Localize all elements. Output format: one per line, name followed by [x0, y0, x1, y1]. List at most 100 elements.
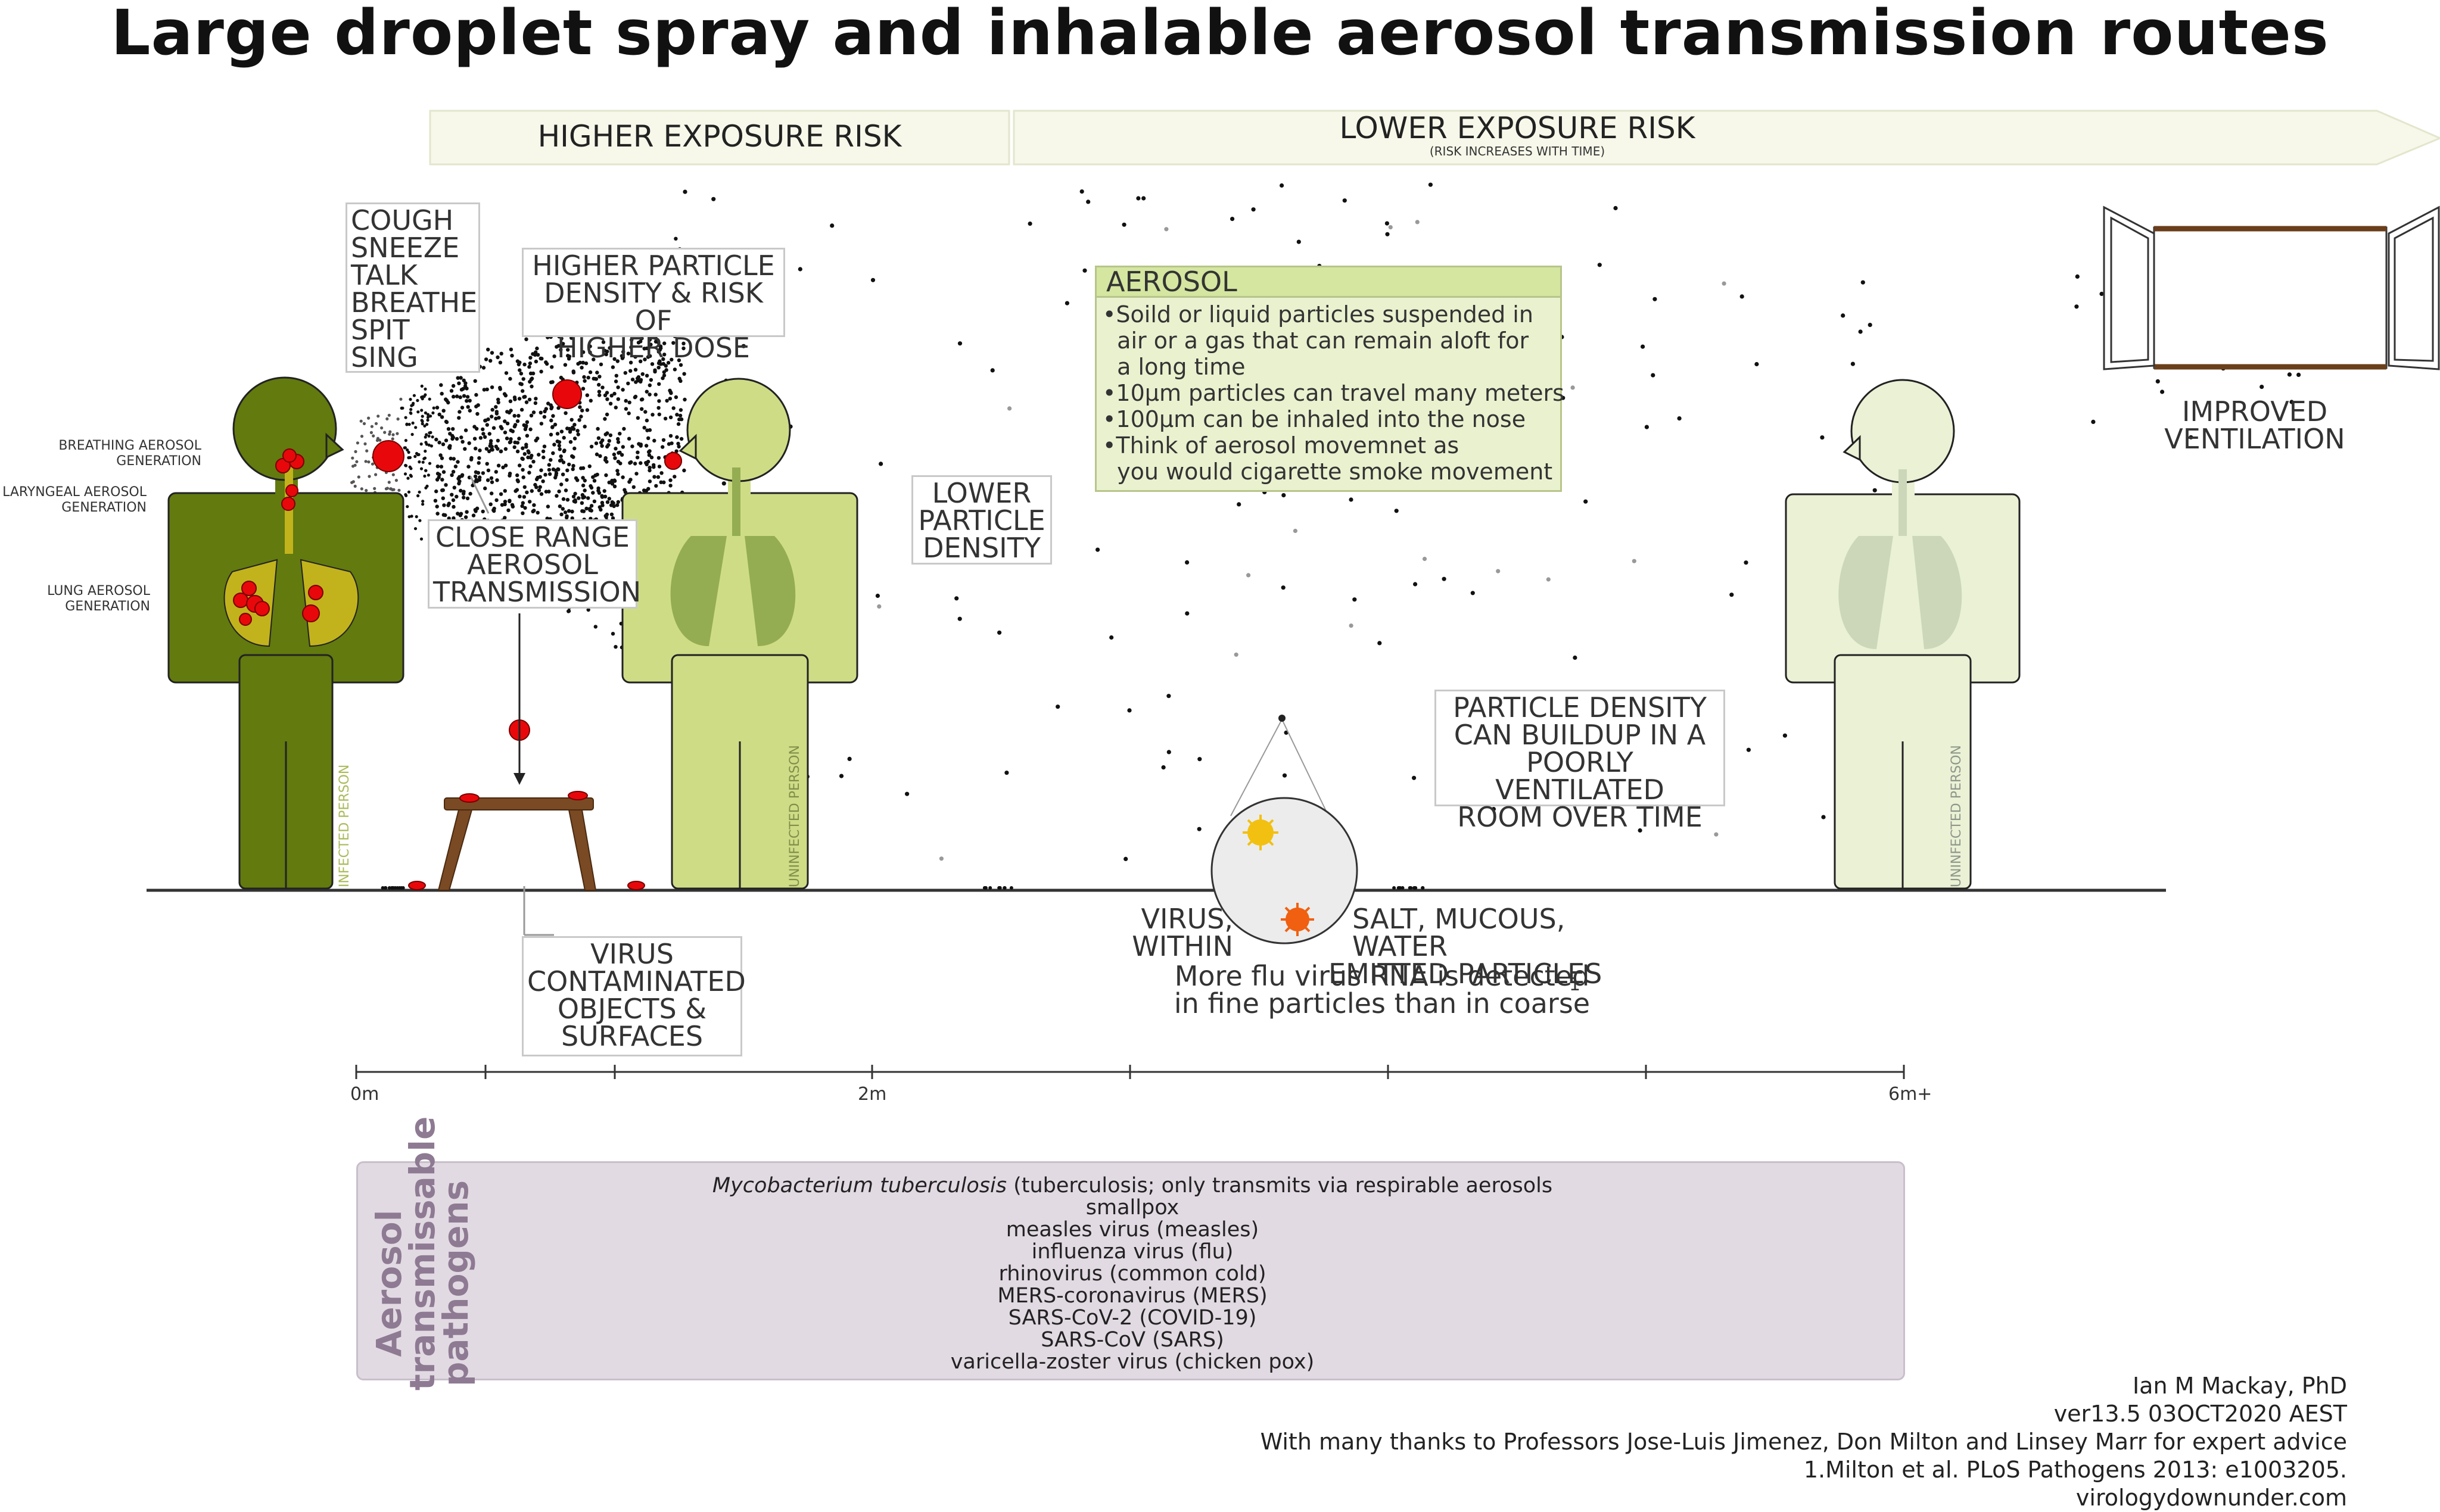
aerosol-particle: [561, 460, 566, 464]
aerosol-line: you would cigarette smoke movement: [1103, 459, 1553, 485]
aerosol-particle: [536, 510, 540, 515]
aerosol-particle: [1412, 886, 1416, 890]
aerosol-particle: [597, 375, 602, 379]
aerosol-particle: [2296, 372, 2301, 378]
distance-axis: [355, 1065, 1905, 1079]
aerosol-particle: [612, 478, 617, 482]
expelled-droplet: [552, 379, 582, 409]
aerosol-particle: [1597, 263, 1602, 267]
aerosol-particle: [518, 368, 522, 372]
aerosol-particle: [579, 466, 583, 470]
aerosol-particle: [1412, 775, 1417, 780]
aerosol-particle: [555, 432, 560, 436]
uninfected-person-far: [1785, 379, 2021, 890]
aerosol-particle: [539, 468, 543, 472]
aerosol-particle: [463, 428, 468, 432]
aerosol-particle: [484, 357, 488, 361]
aerosol-particle: [472, 425, 477, 429]
aerosol-particle: [1651, 373, 1655, 378]
callout-line: LOWER: [932, 477, 1032, 509]
aerosol-particle: [1638, 828, 1642, 833]
aerosol-particle: [633, 355, 637, 359]
aerosol-particle: [503, 489, 507, 493]
aerosol-particle: [527, 397, 532, 402]
aerosol-particle: [1095, 547, 1100, 552]
aerosol-particle: [597, 393, 602, 397]
aerosol-particle: [679, 379, 683, 383]
aerosol-particle: [462, 495, 466, 500]
aerosol-particle: [463, 515, 468, 519]
aerosol-particle: [585, 393, 589, 397]
aerosol-particle: [586, 375, 590, 380]
aerosol-particle: [411, 421, 415, 425]
aerosol-particle: [578, 405, 582, 409]
aerosol-particle: [362, 422, 366, 426]
aerosol-particle: [651, 413, 655, 417]
aerosol-particle: [711, 197, 716, 201]
aerosol-particle: [605, 500, 610, 504]
aerosol-particle: [640, 372, 645, 376]
aerosol-particle: [2189, 435, 2193, 439]
aerosol-particle: [473, 379, 477, 383]
aerosol-particle: [580, 501, 584, 505]
aerosol-particle: [468, 409, 472, 413]
aerosol-particle: [407, 423, 411, 426]
aerosol-particle: [563, 363, 568, 367]
aerosol-particle: [441, 442, 446, 447]
aerosol-particle: [468, 491, 472, 496]
aerosol-particle: [592, 376, 596, 381]
pathogens-box: Aerosol transmissable pathogens Mycobact…: [356, 1116, 1905, 1391]
aerosol-particle: [494, 411, 499, 416]
aerosol-particle: [421, 500, 425, 503]
aerosol-particle: [465, 510, 469, 514]
aerosol-line: a long time: [1103, 354, 1246, 380]
aerosol-particle: [621, 350, 625, 354]
aerosol-particle: [1872, 488, 1877, 492]
aerosol-particle: [559, 482, 564, 487]
activity-item: SPIT: [351, 314, 410, 346]
aerosol-particle: [635, 456, 640, 460]
aerosol-particle: [389, 487, 393, 491]
aerosol-particle: [1127, 708, 1132, 713]
aerosol-particle: [555, 439, 559, 444]
callout-line: AEROSOL: [467, 548, 598, 581]
aerosol-particle: [530, 453, 534, 458]
aerosol-particle: [634, 380, 638, 384]
aerosol-particle: [626, 381, 630, 386]
activities-callout: COUGH SNEEZE TALK BREATHE SPIT SING: [346, 202, 480, 373]
aerosol-particle: [653, 368, 657, 372]
aerosol-particle: [661, 376, 665, 381]
aerosol-particle: [528, 500, 532, 504]
aerosol-particle: [456, 512, 460, 516]
aerosol-particle: [646, 436, 651, 440]
aerosol-particle: [593, 473, 597, 478]
virus-within-line: VIRUS,: [1141, 903, 1234, 935]
aerosol-particle: [608, 433, 613, 438]
aerosol-particle: [645, 428, 649, 432]
aerosol-particle: [646, 355, 651, 359]
aerosol-particle: [540, 357, 544, 361]
aerosol-particle: [474, 392, 478, 397]
aerosol-particle: [642, 347, 646, 351]
aerosol-particle: [565, 498, 570, 502]
aerosol-particle: [496, 397, 500, 402]
aerosol-particle: [435, 464, 440, 469]
aerosol-particle: [509, 347, 513, 351]
aerosol-particle: [441, 496, 445, 500]
lung-aerosol-label: LUNG AEROSOL GENERATION: [0, 584, 150, 615]
aerosol-particle: [511, 504, 515, 509]
aerosol-particle: [429, 414, 432, 418]
aerosol-particle: [503, 431, 508, 435]
aerosol-particle: [622, 426, 626, 431]
aerosol-particle: [474, 470, 478, 474]
aerosol-particle: [624, 398, 628, 403]
aerosol-particle: [406, 448, 409, 452]
callout-line: PARTICLE DENSITY: [1453, 691, 1707, 724]
aerosol-particle: [879, 462, 883, 466]
aerosol-particle: [416, 410, 420, 414]
aerosol-particle: [674, 449, 679, 453]
lower-risk-label: LOWER EXPOSURE RISK: [1339, 111, 1695, 145]
aerosol-particle: [542, 414, 547, 419]
aerosol-particle: [537, 488, 541, 492]
aerosol-particle: [597, 491, 602, 495]
